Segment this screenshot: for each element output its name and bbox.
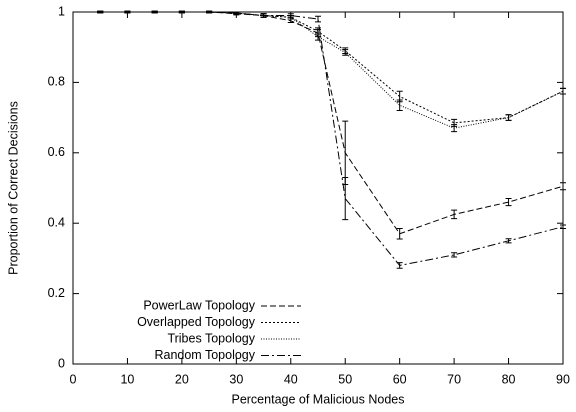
error-bar bbox=[560, 224, 566, 229]
y-tick-label: 0.2 bbox=[48, 286, 65, 300]
error-bar bbox=[233, 11, 240, 15]
error-bar bbox=[451, 252, 458, 258]
error-bar bbox=[505, 238, 512, 244]
error-bar bbox=[560, 87, 566, 95]
x-axis-label: Percentage of Malicious Nodes bbox=[231, 392, 404, 406]
error-bar bbox=[287, 13, 294, 18]
series-line bbox=[100, 11, 564, 129]
error-bar bbox=[560, 182, 566, 191]
x-tick-label: 20 bbox=[175, 372, 189, 386]
error-bar bbox=[451, 124, 458, 133]
x-tick-label: 30 bbox=[229, 372, 243, 386]
error-bar bbox=[451, 209, 458, 220]
series-line bbox=[100, 11, 564, 266]
y-tick-label: 0.6 bbox=[48, 145, 65, 159]
y-tick-label: 0.8 bbox=[48, 75, 65, 89]
y-tick-label: 0.4 bbox=[48, 215, 65, 229]
error-bar bbox=[206, 10, 213, 14]
legend-label: Random Topology bbox=[154, 348, 255, 362]
legend-label: Overlapped Topology bbox=[137, 315, 256, 329]
x-tick-label: 80 bbox=[502, 372, 516, 386]
x-tick-label: 90 bbox=[556, 372, 570, 386]
x-tick-label: 0 bbox=[70, 372, 77, 386]
error-bar bbox=[342, 176, 349, 221]
y-tick-label: 0 bbox=[58, 356, 65, 370]
error-bar bbox=[315, 15, 321, 23]
series-line bbox=[100, 11, 564, 124]
error-bar bbox=[342, 120, 349, 185]
error-bar bbox=[396, 262, 403, 269]
error-bar bbox=[260, 13, 267, 18]
x-tick-label: 70 bbox=[447, 372, 461, 386]
series-line bbox=[100, 11, 564, 235]
y-axis-label: Proportion of Correct Decisions bbox=[6, 101, 20, 275]
error-bar bbox=[505, 198, 512, 207]
error-bar bbox=[396, 99, 403, 112]
x-tick-label: 60 bbox=[393, 372, 407, 386]
legend-label: PowerLaw Topology bbox=[143, 298, 255, 312]
x-tick-label: 10 bbox=[120, 372, 134, 386]
legend-label: Tribes Topology bbox=[167, 331, 255, 345]
error-bar bbox=[151, 10, 158, 14]
error-bar bbox=[505, 114, 512, 121]
error-bar bbox=[97, 10, 104, 14]
error-bar bbox=[178, 10, 185, 14]
y-tick-label: 1 bbox=[58, 4, 65, 18]
error-bar bbox=[396, 227, 403, 240]
error-bar bbox=[315, 32, 321, 41]
x-tick-label: 40 bbox=[284, 372, 298, 386]
x-tick-label: 50 bbox=[338, 372, 352, 386]
error-bar bbox=[342, 49, 349, 56]
error-bar bbox=[124, 10, 131, 14]
